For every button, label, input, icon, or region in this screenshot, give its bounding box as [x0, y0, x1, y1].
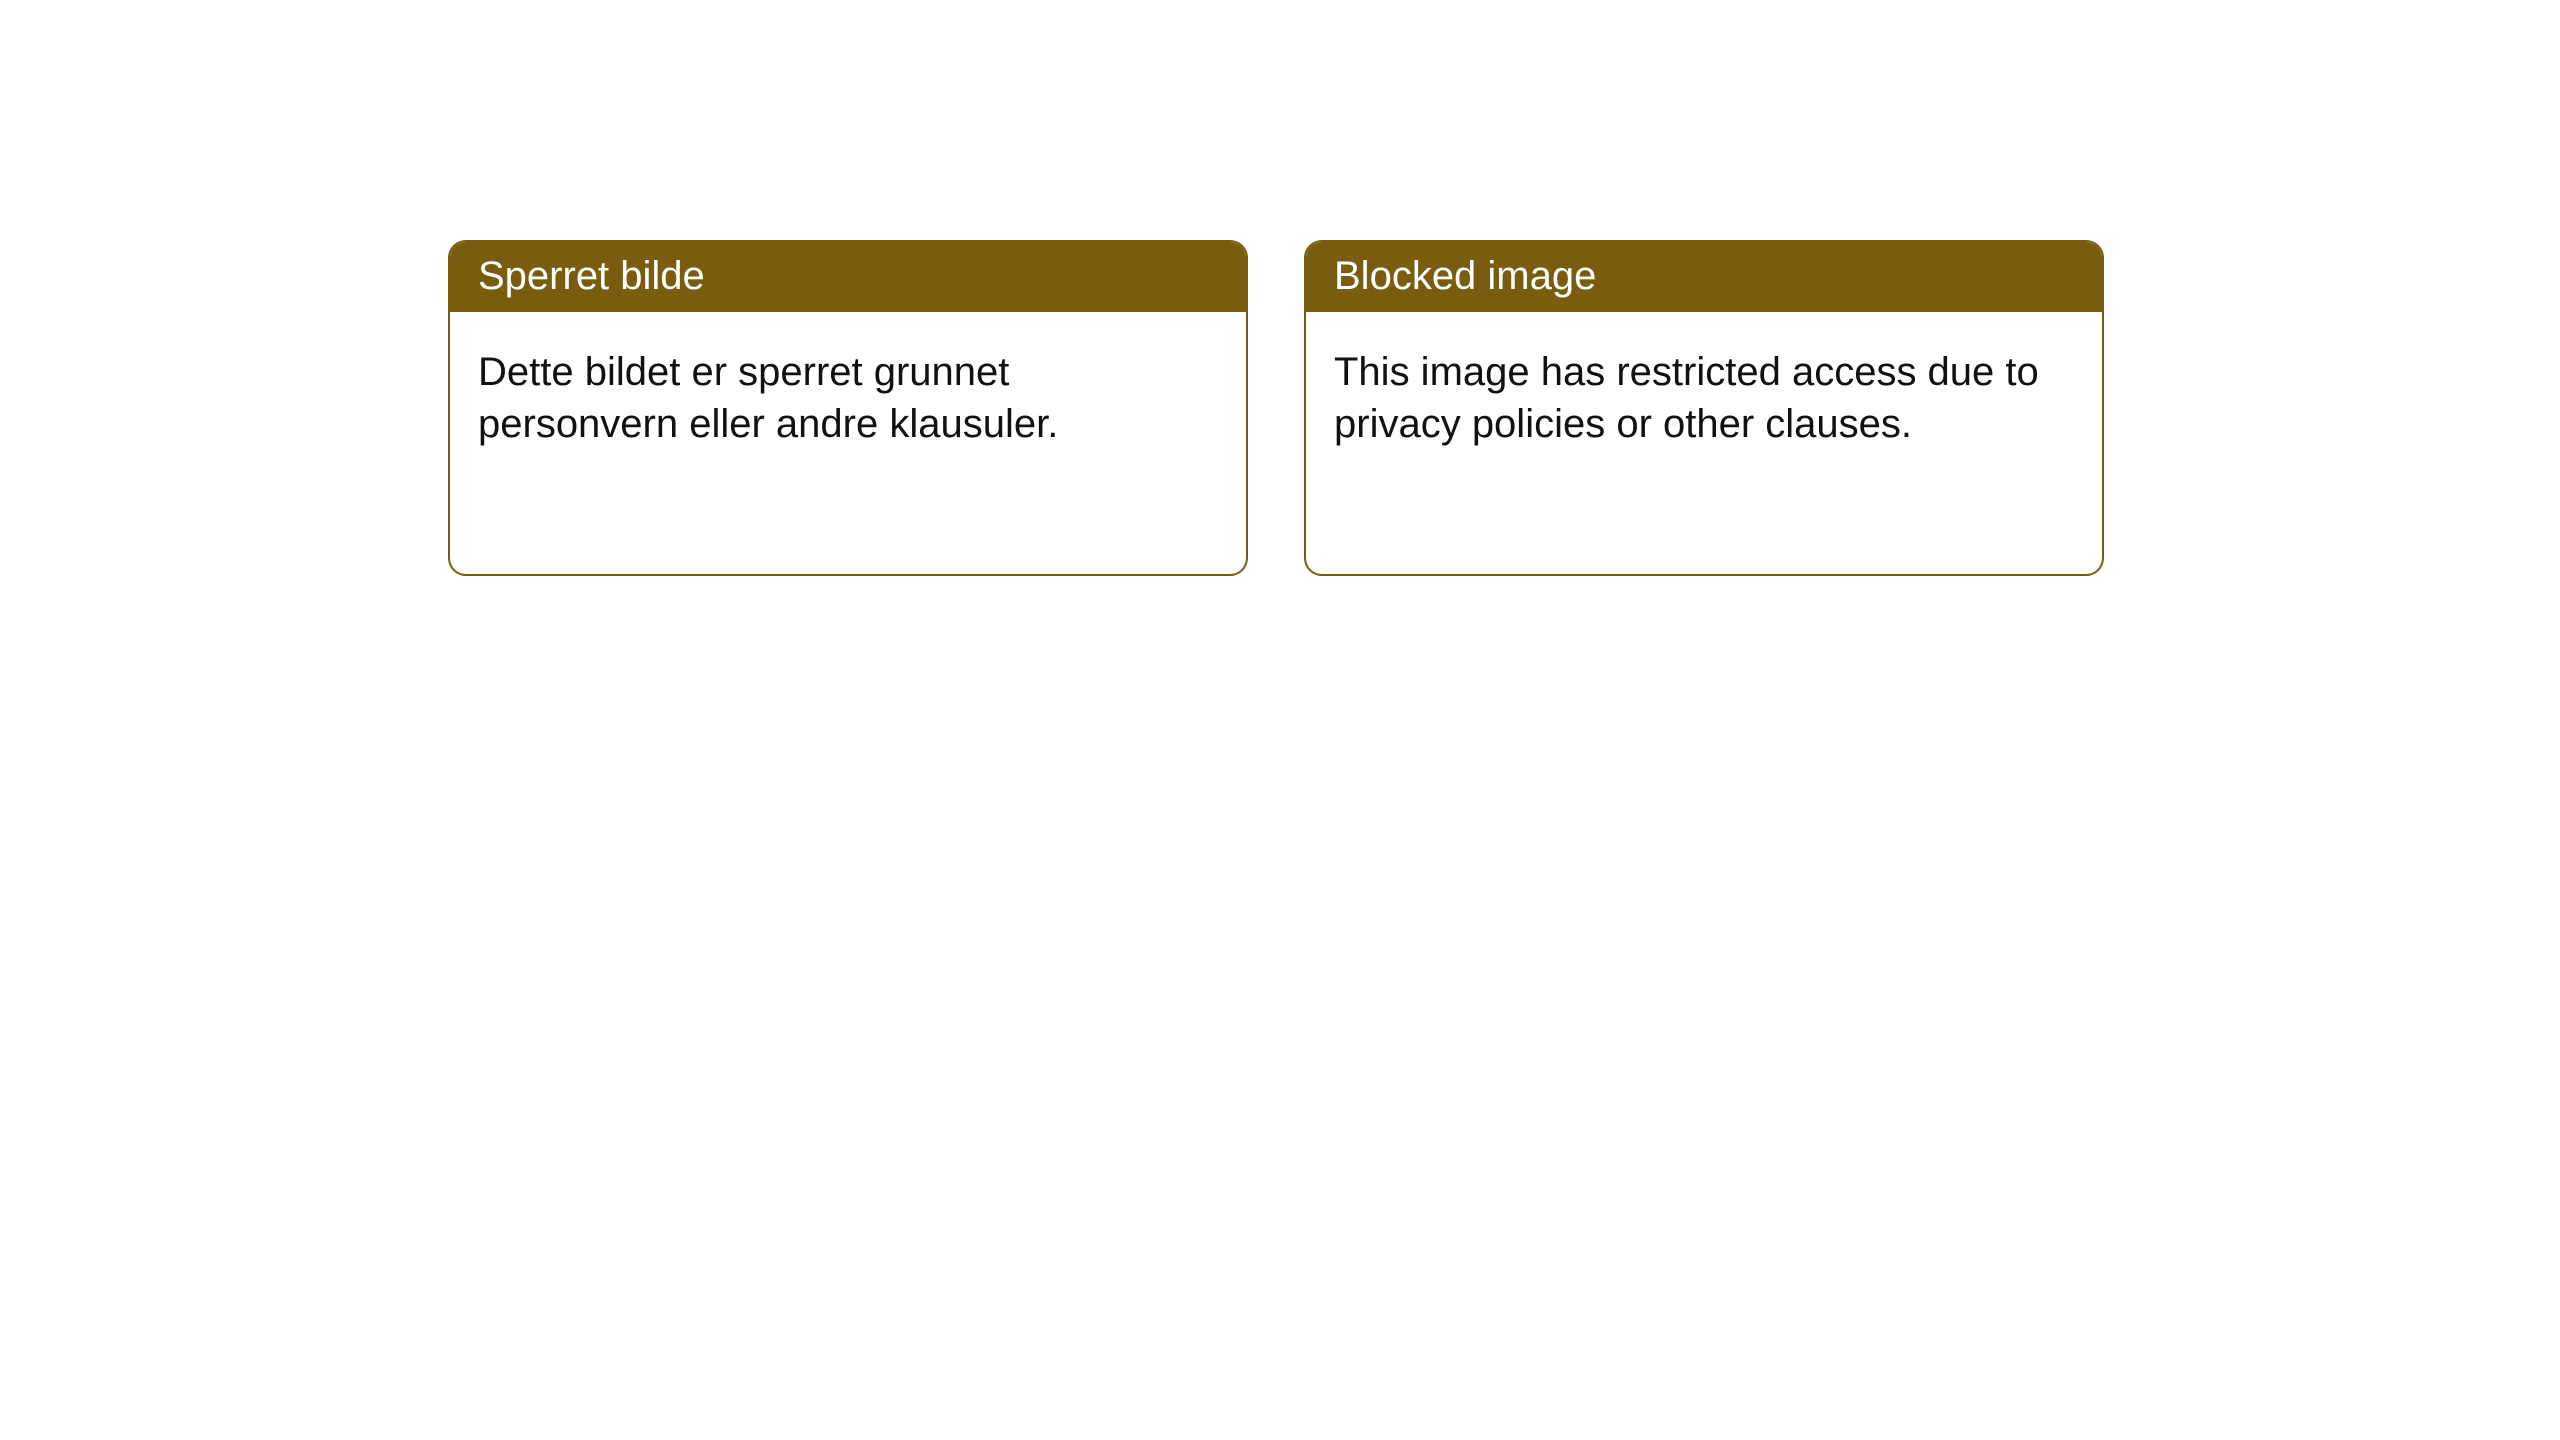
- notice-card-body: This image has restricted access due to …: [1306, 312, 2102, 484]
- notice-card-norwegian: Sperret bilde Dette bildet er sperret gr…: [448, 240, 1248, 576]
- notice-card-english: Blocked image This image has restricted …: [1304, 240, 2104, 576]
- notice-card-body: Dette bildet er sperret grunnet personve…: [450, 312, 1246, 484]
- notice-card-title: Blocked image: [1306, 242, 2102, 312]
- notice-card-title: Sperret bilde: [450, 242, 1246, 312]
- notice-container: Sperret bilde Dette bildet er sperret gr…: [448, 240, 2104, 576]
